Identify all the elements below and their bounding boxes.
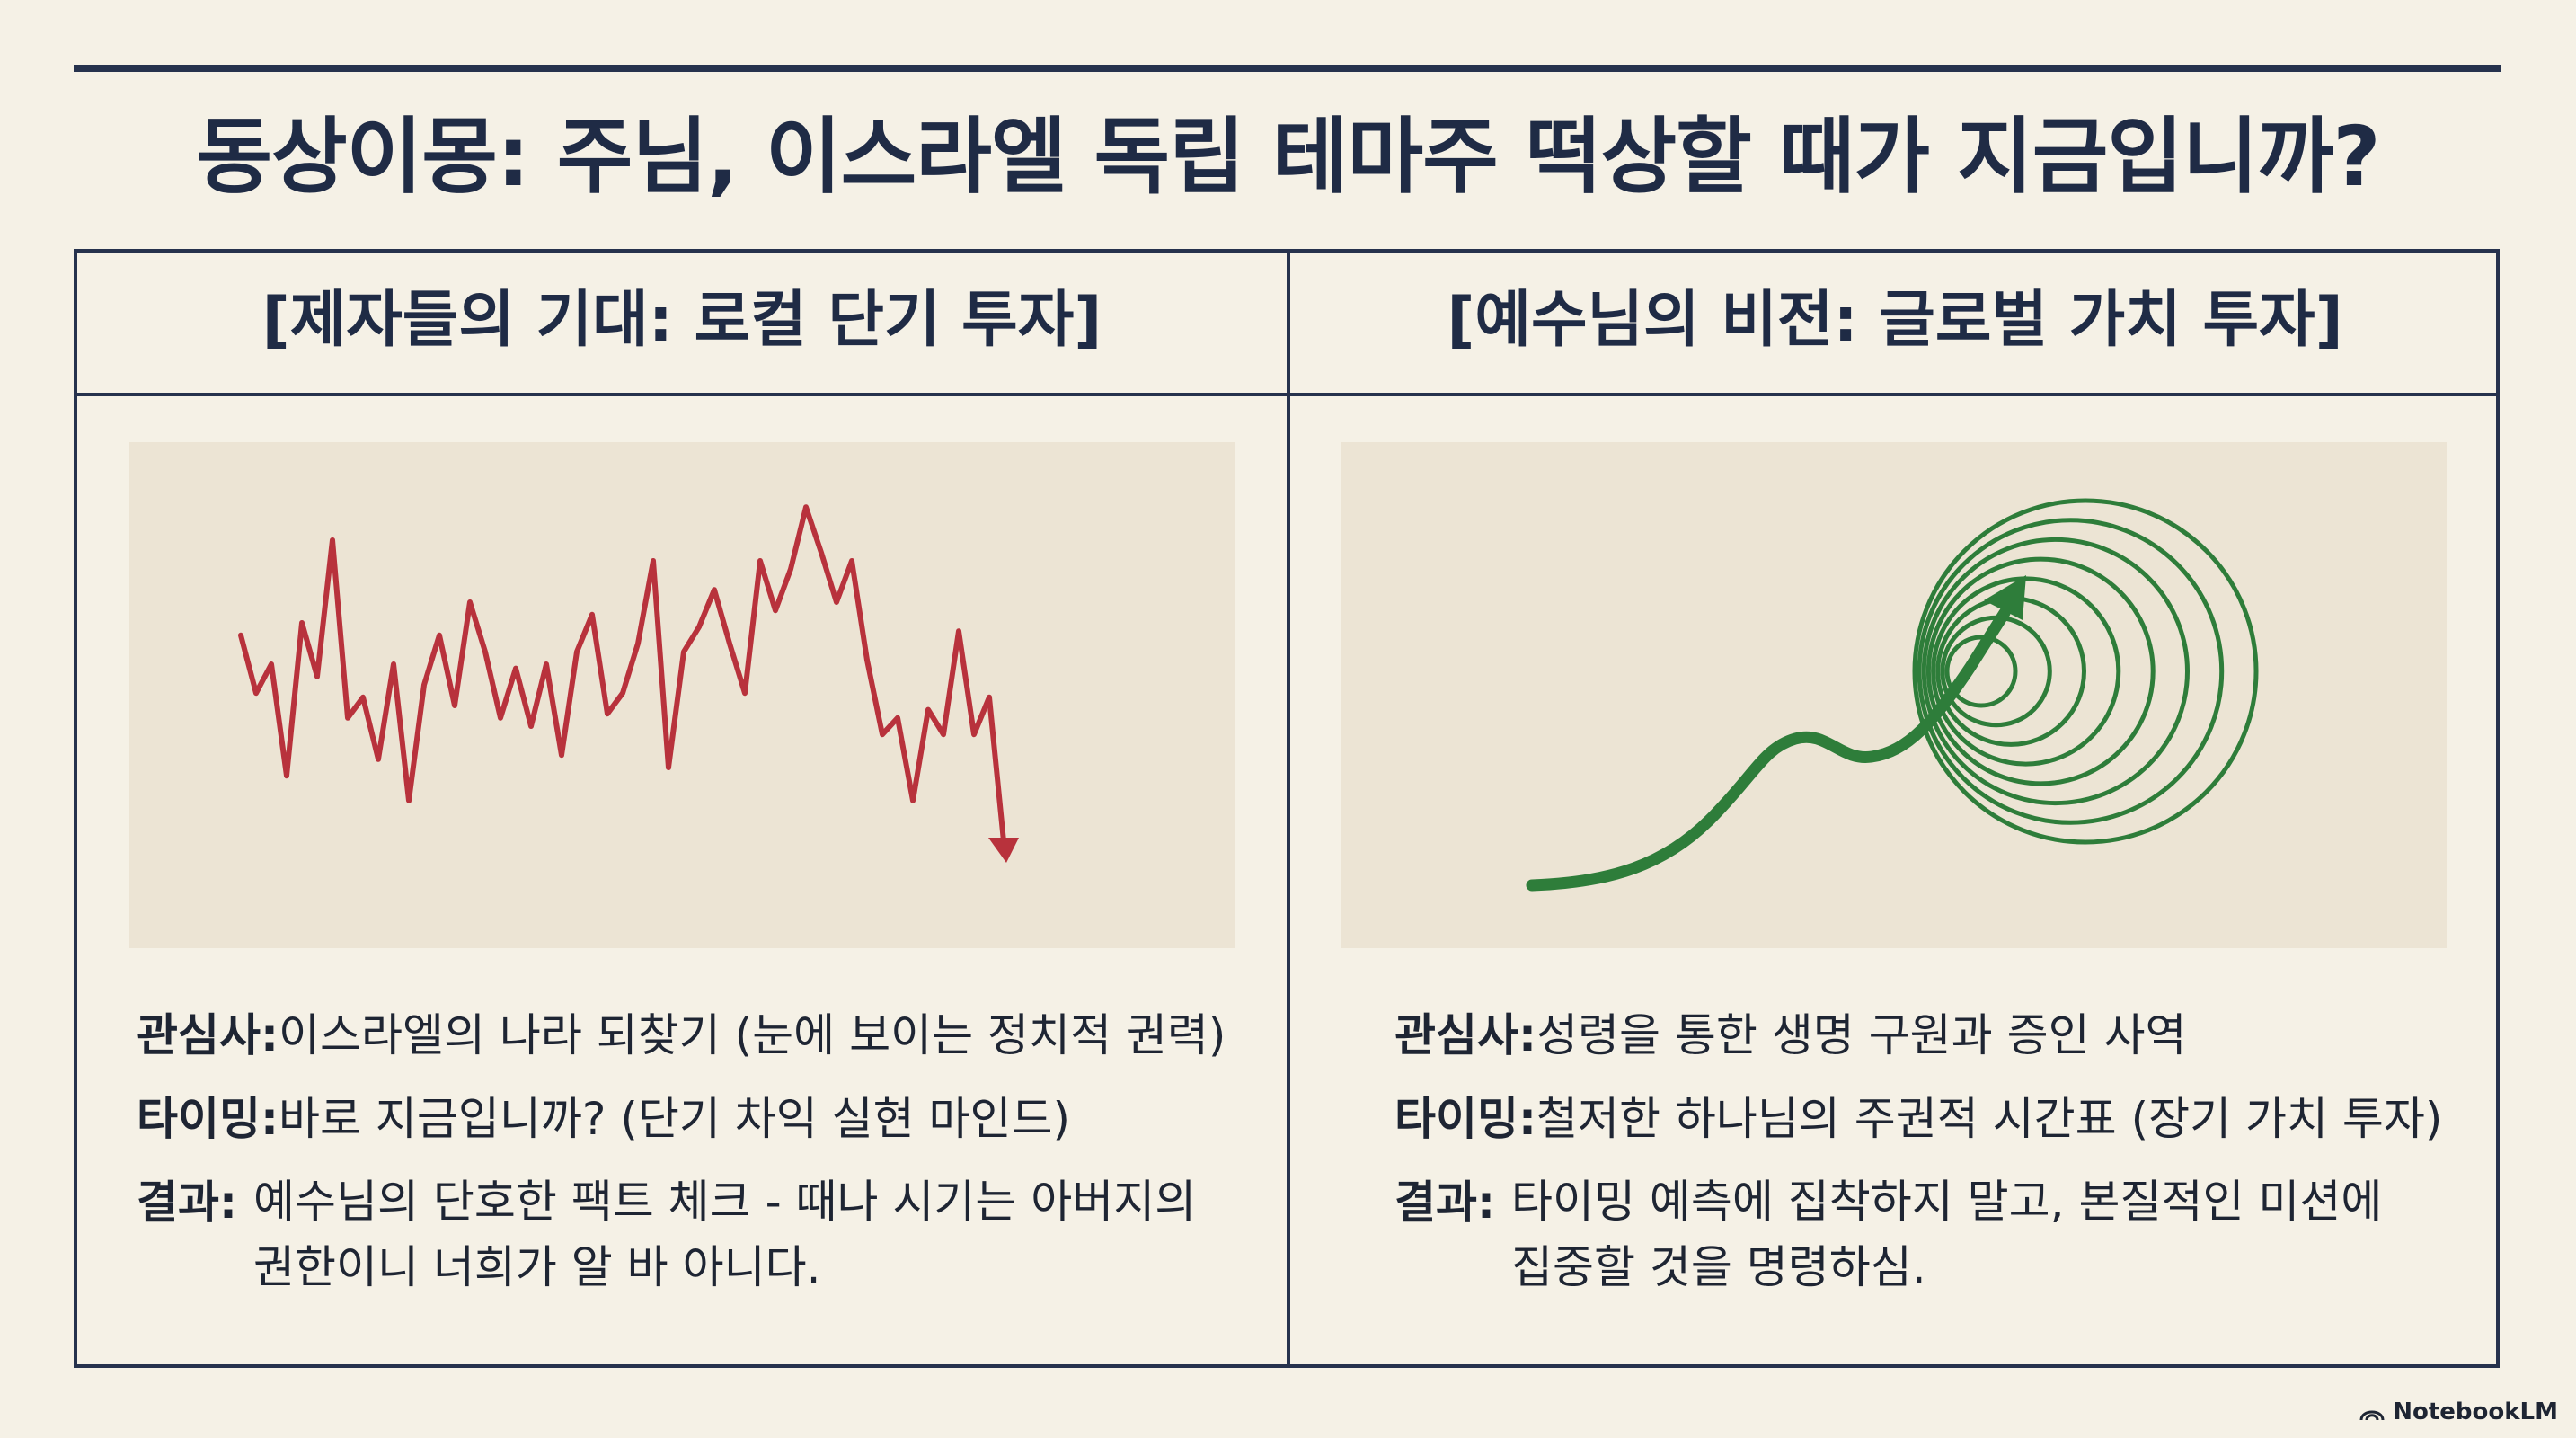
timing-text: 바로 지금입니까? (단기 차익 실현 마인드) <box>279 1093 1071 1145</box>
down-arrow-icon <box>988 838 1019 863</box>
left-interest-row: 관심사: 이스라엘의 나라 되찾기 (눈에 보이는 정치적 권력) <box>137 1002 1233 1070</box>
left-info: 관심사: 이스라엘의 나라 되찾기 (눈에 보이는 정치적 권력) 타이밍: 바… <box>137 1002 1233 1316</box>
interest-label: 관심사: <box>137 1009 279 1061</box>
timing-text: 철저한 하나님의 주권적 시간표 (장기 가치 투자) <box>1536 1093 2443 1145</box>
ring-8 <box>1912 498 2259 845</box>
ring-1 <box>1944 635 2018 708</box>
top-rule <box>74 65 2501 72</box>
result-label: 결과: <box>137 1176 237 1229</box>
right-timing-row: 타이밍: 철저한 하나님의 주권적 시간표 (장기 가치 투자) <box>1394 1086 2491 1153</box>
left-panel-heading: [제자들의 기대: 로컬 단기 투자] <box>261 285 1102 356</box>
header-divider <box>74 393 2500 396</box>
right-chart-panel <box>1341 442 2447 948</box>
interest-label: 관심사: <box>1394 1009 1536 1061</box>
brand-name: NotebookLM <box>2393 1398 2558 1425</box>
result-text: 예수님의 단호한 팩트 체크 - 때나 시기는 아버지의 권한이니 너희가 알 … <box>253 1176 1197 1293</box>
volatile-line-chart <box>238 504 1019 863</box>
right-interest-row: 관심사: 성령을 통한 생명 구원과 증인 사역 <box>1394 1002 2491 1070</box>
volatile-series-line <box>238 504 1007 853</box>
right-info: 관심사: 성령을 통한 생명 구원과 증인 사역 타이밍: 철저한 하나님의 주… <box>1394 1002 2491 1316</box>
result-label: 결과: <box>1394 1176 1495 1229</box>
growth-rings-diagram <box>1526 498 2259 892</box>
left-chart-panel <box>129 442 1235 948</box>
vertical-divider <box>1287 249 1290 1368</box>
notebooklm-logo-icon <box>2359 1410 2385 1421</box>
concentric-rings <box>1912 498 2259 845</box>
timing-label: 타이밍: <box>1394 1093 1536 1145</box>
interest-text: 성령을 통한 생명 구원과 증인 사역 <box>1536 1009 2187 1061</box>
rising-curve-line <box>1526 607 2011 892</box>
left-result-row: 결과: 예수님의 단호한 팩트 체크 - 때나 시기는 아버지의 권한이니 너희… <box>137 1169 1233 1300</box>
ring-7 <box>1917 518 2225 825</box>
ring-4 <box>1931 576 2121 767</box>
up-arrow-icon <box>1984 575 2026 620</box>
right-panel-heading: [예수님의 비전: 글로벌 가치 투자] <box>1447 285 2343 356</box>
interest-text: 이스라엘의 나라 되찾기 (눈에 보이는 정치적 권력) <box>279 1009 1226 1061</box>
ring-5 <box>1925 556 2156 786</box>
ring-6 <box>1921 537 2191 806</box>
left-timing-row: 타이밍: 바로 지금입니까? (단기 차익 실현 마인드) <box>137 1086 1233 1153</box>
result-text: 타이밍 예측에 집착하지 말고, 본질적인 미션에 집중할 것을 명령하심. <box>1511 1176 2383 1293</box>
page-title: 동상이몽: 주님, 이스라엘 독립 테마주 떡상할 때가 지금입니까? <box>196 109 2380 205</box>
right-result-row: 결과: 타이밍 예측에 집착하지 말고, 본질적인 미션에 집중할 것을 명령하… <box>1394 1169 2491 1300</box>
timing-label: 타이밍: <box>137 1093 279 1145</box>
brand-footer: NotebookLM <box>2359 1398 2558 1425</box>
